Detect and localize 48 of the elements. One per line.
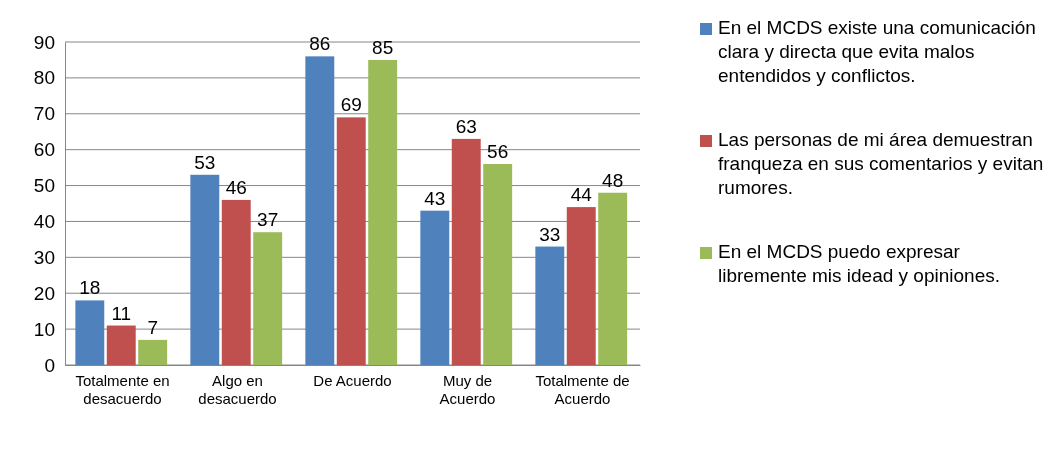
bar	[221, 199, 251, 365]
bar	[451, 138, 481, 365]
legend-label: Las personas de mi área demuestran franqueza en sus comentarios y evitan rumores.	[718, 129, 1044, 198]
bar	[138, 339, 168, 365]
bar	[535, 246, 565, 365]
x-tick-label: Totalmente en desacuerdo	[75, 371, 170, 407]
y-tick-label: 40	[33, 211, 55, 233]
y-tick-label: 70	[33, 103, 55, 125]
bar	[566, 207, 596, 365]
bar	[253, 232, 283, 365]
y-tick-label: 80	[33, 67, 55, 89]
data-label: 69	[340, 94, 362, 116]
bar	[368, 59, 398, 365]
y-tick-label: 60	[33, 139, 55, 161]
data-label: 7	[147, 316, 158, 338]
legend-label: En el MCDS puedo expresar libremente mis idead y opiniones.	[718, 241, 1000, 286]
data-label: 37	[257, 209, 279, 231]
bar	[483, 164, 513, 365]
bar	[598, 192, 628, 365]
bar	[336, 117, 366, 365]
data-label: 63	[455, 115, 477, 137]
data-label: 43	[424, 187, 446, 209]
bar	[190, 174, 220, 365]
data-label: 11	[111, 302, 132, 324]
bar	[420, 210, 450, 365]
data-label: 33	[539, 223, 561, 245]
bar	[75, 300, 105, 365]
y-tick-label: 30	[33, 246, 55, 268]
bar	[305, 56, 335, 365]
data-label: 86	[309, 33, 331, 55]
y-tick-label: 20	[33, 282, 55, 304]
x-tick-label: Algo en desacuerdo	[198, 371, 277, 407]
x-tick-label: Muy de Acuerdo	[439, 371, 496, 407]
data-label: 44	[570, 184, 593, 206]
data-label: 53	[194, 151, 216, 173]
legend-label: En el MCDS existe una comunicación clara y directa que evita malos entendidos y conflictos.	[718, 17, 1036, 86]
x-tick-label: De Acuerdo	[313, 371, 392, 389]
y-tick-label: 50	[33, 175, 55, 197]
data-label: 56	[487, 141, 509, 163]
data-label: 46	[225, 176, 247, 198]
y-tick-label: 10	[33, 318, 55, 340]
y-tick-label: 90	[33, 31, 55, 53]
data-label: 48	[602, 169, 624, 191]
bar	[106, 325, 136, 365]
data-label: 18	[79, 277, 101, 299]
data-label: 85	[372, 36, 394, 58]
y-tick-label: 0	[44, 354, 55, 376]
x-tick-label: Totalmente de Acuerdo	[535, 371, 630, 407]
